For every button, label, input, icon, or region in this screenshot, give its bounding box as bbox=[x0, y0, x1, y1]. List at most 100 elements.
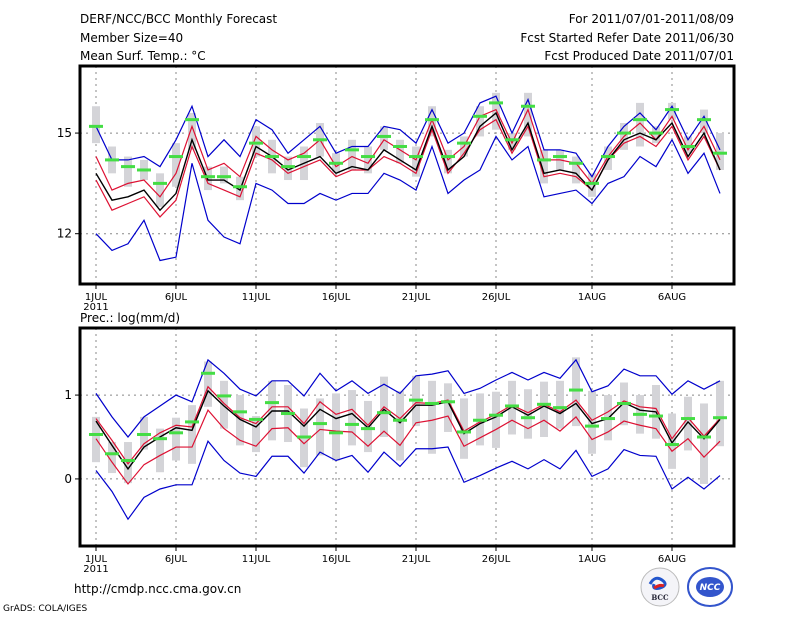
source-url[interactable]: http://cmdp.ncc.cma.gov.cn bbox=[74, 582, 242, 596]
spread-box bbox=[348, 139, 356, 170]
spread-box bbox=[684, 136, 692, 154]
spread-box bbox=[588, 173, 596, 197]
observed-mark bbox=[393, 144, 407, 148]
x-tick-label: 1JUL bbox=[85, 292, 108, 303]
spread-box bbox=[428, 380, 436, 454]
y-tick-label: 12 bbox=[57, 227, 72, 241]
spread-box bbox=[348, 390, 356, 446]
observed-mark bbox=[473, 114, 487, 118]
member-size: Member Size=40 bbox=[80, 31, 184, 45]
spread-box bbox=[684, 396, 692, 451]
spread-box bbox=[540, 381, 548, 437]
spread-box bbox=[236, 395, 244, 446]
x-tick-label: 16JUL bbox=[322, 554, 351, 565]
spread-box bbox=[252, 126, 260, 157]
observed-mark bbox=[233, 185, 247, 189]
spread-box bbox=[444, 383, 452, 432]
observed-mark bbox=[489, 101, 503, 105]
observed-mark bbox=[425, 401, 439, 405]
observed-mark bbox=[505, 138, 519, 142]
spread-box bbox=[188, 405, 196, 464]
spread-box bbox=[220, 380, 228, 429]
bcc-logo-text: BCC bbox=[651, 593, 669, 602]
ensemble-min-line bbox=[95, 440, 721, 521]
x-tick-label: 21JUL bbox=[402, 292, 431, 303]
observed-mark bbox=[697, 435, 711, 439]
observed-mark bbox=[521, 416, 535, 420]
observed-mark bbox=[553, 155, 567, 159]
observed-mark bbox=[521, 104, 535, 108]
ensemble-min-line bbox=[95, 135, 721, 262]
x-tick-label: 1AUG bbox=[578, 292, 606, 303]
grads-credit: GrADS: COLA/IGES bbox=[3, 604, 88, 614]
spread-box bbox=[220, 166, 228, 184]
spread-box bbox=[636, 102, 644, 147]
observed-mark bbox=[681, 417, 695, 421]
plot-frame bbox=[78, 64, 736, 286]
x-tick-label: 6AUG bbox=[658, 554, 686, 565]
x-tick-label: 26JUL bbox=[482, 292, 511, 303]
observed-mark bbox=[217, 394, 231, 398]
spread-box bbox=[492, 92, 500, 130]
spread-box bbox=[716, 133, 724, 170]
observed-mark bbox=[105, 158, 119, 162]
ensemble-max-line bbox=[95, 95, 721, 178]
observed-mark bbox=[217, 175, 231, 179]
observed-mark bbox=[585, 424, 599, 428]
spread-box bbox=[412, 146, 420, 177]
observed-mark bbox=[297, 435, 311, 439]
spread-box bbox=[652, 126, 660, 144]
observed-mark bbox=[665, 443, 679, 447]
observed-mark bbox=[537, 402, 551, 406]
observed-mark bbox=[457, 141, 471, 145]
observed-mark bbox=[281, 165, 295, 169]
spread-box bbox=[460, 398, 468, 459]
observed-mark bbox=[601, 155, 615, 159]
observed-mark bbox=[377, 134, 391, 138]
ensemble-mean-line bbox=[95, 111, 721, 212]
observed-mark bbox=[153, 437, 167, 441]
observed-mark bbox=[441, 400, 455, 404]
spread-box bbox=[92, 106, 100, 144]
observed-mark bbox=[345, 422, 359, 426]
x-tick-label: 11JUL bbox=[242, 554, 271, 565]
observed-mark bbox=[553, 406, 567, 410]
observed-mark bbox=[185, 420, 199, 424]
spread-box bbox=[188, 112, 196, 150]
x-year-label: 2011 bbox=[83, 302, 108, 313]
observed-mark bbox=[153, 181, 167, 185]
observed-mark bbox=[473, 418, 487, 422]
spread-box bbox=[364, 146, 372, 174]
spread-upper-line bbox=[95, 385, 721, 465]
bcc-logo: BCC bbox=[640, 567, 680, 607]
x-tick-label: 16JUL bbox=[322, 292, 351, 303]
observed-mark bbox=[617, 131, 631, 135]
observed-mark bbox=[329, 161, 343, 165]
observed-mark bbox=[313, 138, 327, 142]
ensemble-max-line bbox=[95, 358, 721, 438]
x-tick-label: 1JUL bbox=[85, 554, 108, 565]
spread-box bbox=[332, 393, 340, 461]
forecast-period: For 2011/07/01-2011/08/09 bbox=[568, 12, 734, 26]
observed-mark bbox=[537, 158, 551, 162]
observed-mark bbox=[409, 398, 423, 402]
observed-mark bbox=[681, 144, 695, 148]
spread-box bbox=[508, 380, 516, 435]
observed-mark bbox=[281, 412, 295, 416]
observed-mark bbox=[409, 155, 423, 159]
observed-mark bbox=[313, 422, 327, 426]
chart-title: DERF/NCC/BCC Monthly Forecast bbox=[80, 12, 278, 26]
x-tick-label: 21JUL bbox=[402, 554, 431, 565]
observed-mark bbox=[137, 432, 151, 436]
spread-box bbox=[156, 173, 164, 207]
observed-mark bbox=[121, 458, 135, 462]
observed-mark bbox=[265, 401, 279, 405]
spread-box bbox=[572, 357, 580, 427]
spread-box bbox=[124, 442, 132, 484]
observed-mark bbox=[329, 431, 343, 435]
observed-mark bbox=[585, 181, 599, 185]
spread-upper-line bbox=[95, 107, 721, 198]
observed-mark bbox=[89, 124, 103, 128]
spread-box bbox=[364, 400, 372, 453]
